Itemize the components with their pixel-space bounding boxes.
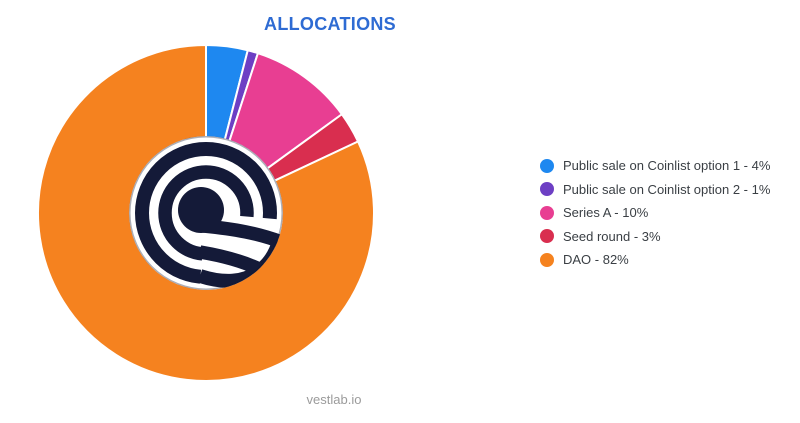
legend-label: DAO - 82% xyxy=(563,252,629,267)
project-logo xyxy=(129,136,283,290)
legend-label: Seed round - 3% xyxy=(563,228,661,244)
pie-chart-area xyxy=(38,45,374,381)
logo-outline xyxy=(129,136,283,290)
legend-item-2[interactable]: Series A - 10% xyxy=(540,205,770,220)
pie-slice-4[interactable] xyxy=(38,45,374,381)
legend-item-0[interactable]: Public sale on Coinlist option 1 - 4% xyxy=(540,158,770,173)
logo-tail-1 xyxy=(203,219,283,250)
chart-title: ALLOCATIONS xyxy=(264,14,396,34)
legend-item-4[interactable]: DAO - 82% xyxy=(540,252,770,267)
legend-label: Series A - 10% xyxy=(563,205,649,220)
legend-label: Public sale on Coinlist option 2 - 1% xyxy=(563,181,771,197)
legend-swatch-icon xyxy=(540,182,554,196)
legend-item-3[interactable]: Seed round - 3% xyxy=(540,229,770,244)
allocations-pie-chart xyxy=(38,45,374,381)
chart-legend: Public sale on Coinlist option 1 - 4% Pu… xyxy=(540,158,770,276)
vestlab-watermark: vestlab.io xyxy=(306,392,362,407)
legend-item-1[interactable]: Public sale on Coinlist option 2 - 1% xyxy=(540,182,770,197)
legend-swatch-icon xyxy=(540,229,554,243)
legend-swatch-icon xyxy=(540,158,554,173)
legend-label: Public sale on Coinlist option 1 - 4% xyxy=(563,158,771,173)
legend-swatch-icon xyxy=(540,205,554,220)
legend-swatch-icon xyxy=(540,252,554,267)
